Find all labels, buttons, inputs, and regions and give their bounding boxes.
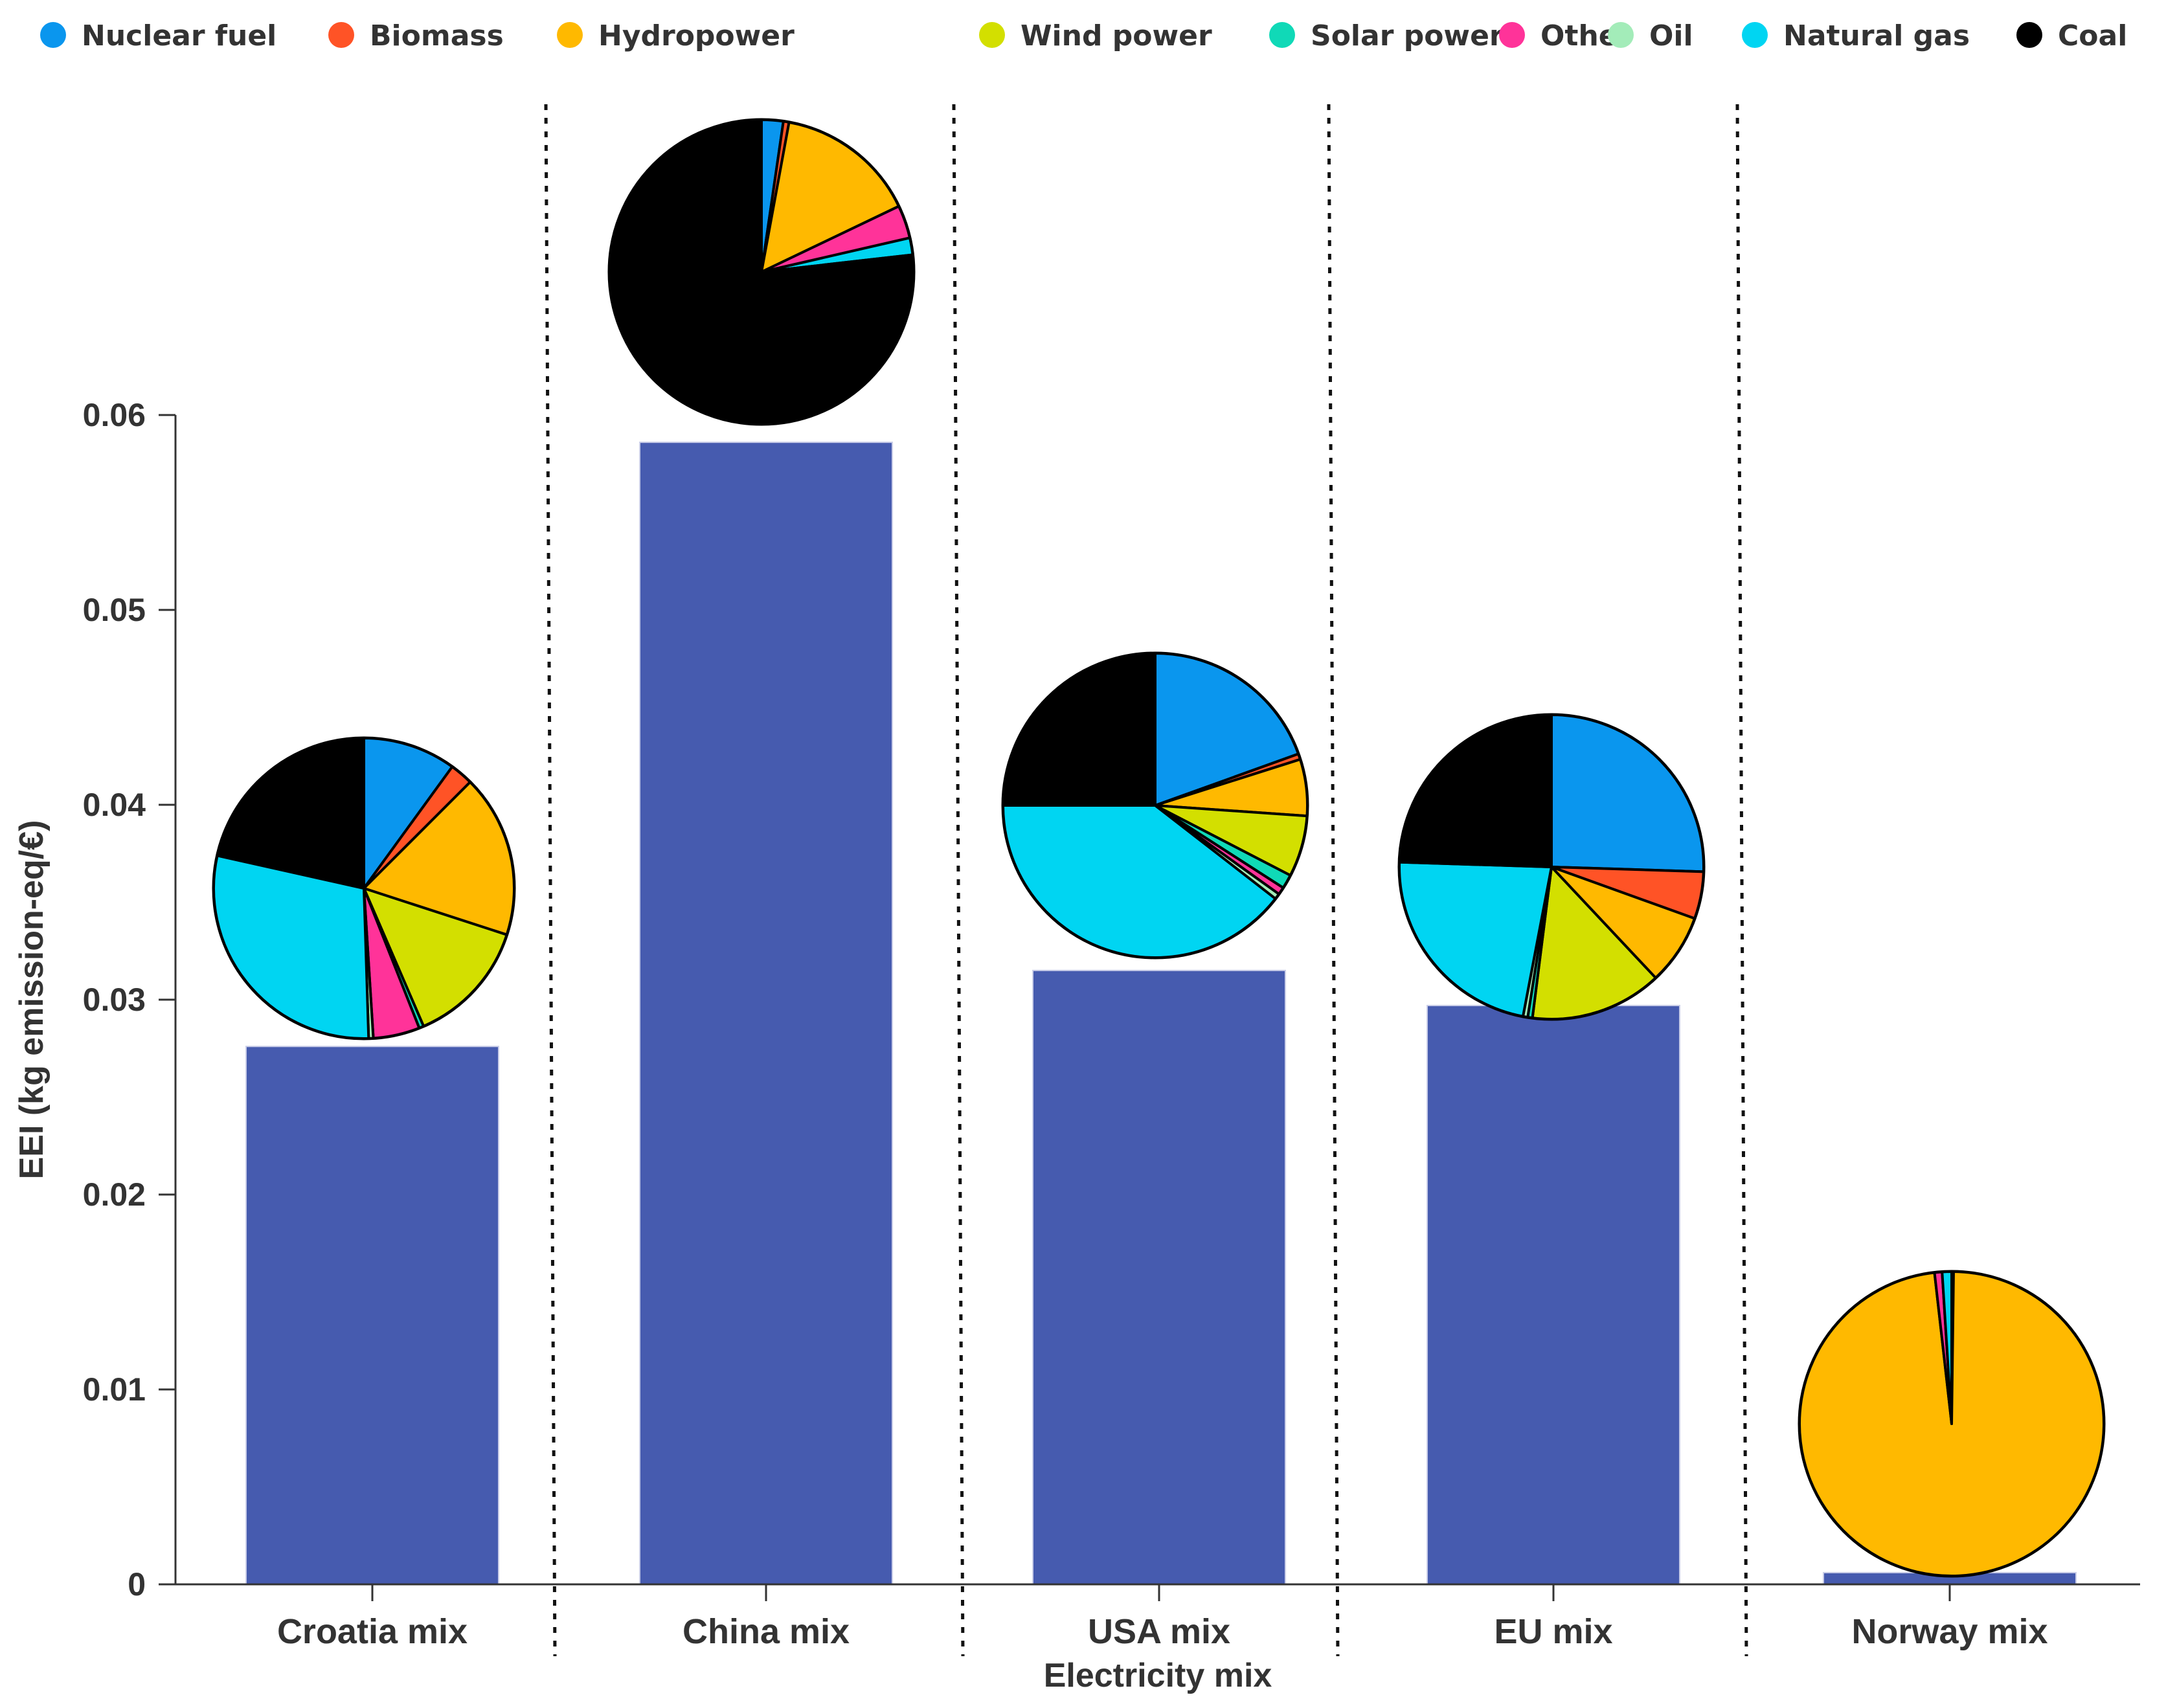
y-axis-title: EEI (kg emission-eq/€) (13, 820, 51, 1180)
pie-china-mix (607, 118, 916, 426)
y-tick-label: 0.04 (83, 787, 146, 823)
legend-marker-oil (1608, 22, 1634, 48)
category-label-china-mix: China mix (683, 1612, 850, 1651)
pie-norway-mix (1798, 1270, 2106, 1578)
pie-croatia-mix (212, 736, 516, 1040)
category-label-norway-mix: Norway mix (1851, 1612, 2048, 1651)
category-label-usa-mix: USA mix (1088, 1612, 1230, 1651)
legend-marker-solar-power (1269, 22, 1295, 48)
legend-label-oil: Oil (1649, 19, 1693, 52)
legend-marker-wind-power (979, 22, 1005, 48)
legend-label-natural-gas: Natural gas (1783, 19, 1970, 52)
x-axis-title: Electricity mix (1044, 1657, 1272, 1694)
pie-slice-nuclear-fuel (1154, 652, 1300, 807)
pie-slice-hydropower (760, 120, 900, 273)
bars (245, 442, 2077, 1585)
legend-marker-coal (2016, 22, 2042, 48)
pie-slice-coal (1002, 652, 1156, 807)
legend-label-hydropower: Hydropower (598, 19, 795, 52)
y-tick-label: 0.06 (83, 397, 146, 433)
separator-1 (544, 104, 557, 1657)
category-label-eu-mix: EU mix (1494, 1612, 1612, 1651)
pie-charts (212, 118, 2106, 1578)
separator-3 (1327, 104, 1340, 1657)
pie-slice-hydropower (1550, 866, 1697, 980)
pie-slice-coal (1398, 714, 1553, 868)
x-ticks: Croatia mix China mix USA mix EU mix Norway … (277, 1584, 2048, 1651)
pie-slice-wind-power (1531, 866, 1657, 1020)
bar-usa-mix (1032, 969, 1286, 1585)
legend-label-solar-power: Solar power (1311, 19, 1504, 52)
pie-slice-coal (216, 737, 365, 890)
y-tick-label: 0.05 (83, 592, 146, 628)
separator-4 (1735, 104, 1748, 1657)
legend-marker-nuclear-fuel (40, 22, 66, 48)
category-label-croatia-mix: Croatia mix (277, 1612, 468, 1651)
pie-slice-coal (608, 118, 915, 425)
pie-slice-wind-power (363, 887, 508, 1028)
legend-marker-other (1499, 22, 1525, 48)
legend-label-coal: Coal (2058, 19, 2127, 52)
pie-slice-natural-gas (1941, 1270, 1953, 1425)
bar-croatia-mix (245, 1046, 499, 1585)
pie-slice-nuclear-fuel (1550, 714, 1705, 873)
legend-marker-hydropower (557, 22, 583, 48)
y-tick-label: 0.02 (83, 1176, 146, 1213)
y-tick-label: 0 (128, 1566, 146, 1602)
legend-label-nuclear-fuel: Nuclear fuel (82, 19, 276, 52)
pie-usa-mix (1001, 651, 1309, 960)
legend-marker-natural-gas (1742, 22, 1768, 48)
separator-2 (952, 104, 965, 1657)
y-tick-label: 0.03 (83, 982, 146, 1018)
pie-slice-natural-gas (212, 854, 370, 1040)
legend-label-biomass: Biomass (370, 19, 504, 52)
bar-eu-mix (1427, 1005, 1680, 1585)
pie-slice-hydropower (363, 780, 515, 936)
pie-slice-natural-gas (1398, 860, 1553, 1018)
legend-marker-biomass (328, 22, 354, 48)
legend: Nuclear fuel Biomass Hydropower Wind power S… (40, 19, 2127, 52)
pie-slice-natural-gas (1002, 804, 1277, 959)
pie-eu-mix (1397, 713, 1706, 1021)
group-separators (544, 104, 1748, 1657)
pie-slice-nuclear-fuel (363, 737, 454, 890)
y-tick-label: 0.01 (83, 1371, 146, 1408)
bar-china-mix (639, 442, 893, 1585)
y-ticks: 0 0.01 0.02 0.03 0.04 0.05 0.06 (83, 397, 175, 1602)
legend-label-wind-power: Wind power (1021, 19, 1212, 52)
